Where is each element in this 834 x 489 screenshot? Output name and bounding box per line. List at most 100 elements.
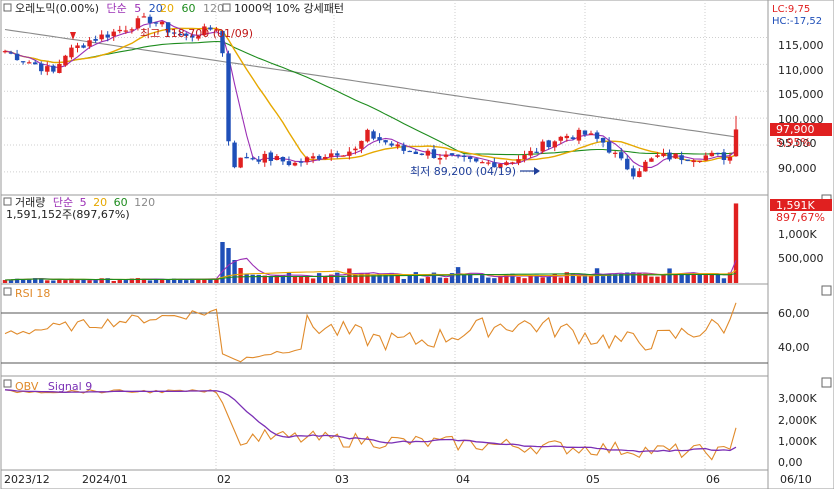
price-tick-label: 95,000 xyxy=(778,137,817,150)
volume-bar xyxy=(661,275,666,283)
candle-body xyxy=(727,156,733,161)
volume-bar xyxy=(449,273,455,283)
candle-body xyxy=(171,32,177,34)
candle-body xyxy=(81,45,86,48)
candle-body xyxy=(673,153,678,159)
candle-body xyxy=(196,36,201,39)
volume-bar xyxy=(655,276,660,283)
candle-body xyxy=(123,30,129,32)
candle-body xyxy=(129,29,135,31)
price-legend-ma60: 60 xyxy=(182,2,196,15)
rsi-panel-toggle[interactable] xyxy=(3,287,12,296)
candle-body xyxy=(425,150,431,156)
volume-bar xyxy=(437,277,443,283)
volume-bar xyxy=(467,273,473,283)
volume-bar xyxy=(498,275,503,283)
candle-body xyxy=(377,137,382,141)
obv-panel-close-button[interactable] xyxy=(821,377,832,388)
candle-body xyxy=(449,153,455,155)
volume-legend-title: 거래량 xyxy=(15,196,45,209)
candle-body xyxy=(612,152,618,154)
volume-bar xyxy=(208,278,213,283)
x-tick-label: 06/10 xyxy=(780,473,812,486)
volume-bar xyxy=(413,272,419,283)
candle-body xyxy=(588,133,594,135)
volume-bar xyxy=(679,273,684,283)
rsi-panel-close-button[interactable] xyxy=(821,285,832,296)
volume-bar xyxy=(190,278,195,283)
volume-legend-ma60: 60 xyxy=(114,196,128,209)
lc-readout: LC:9,75 xyxy=(772,4,810,15)
volume-bar xyxy=(171,278,177,283)
candle-body xyxy=(486,162,491,164)
candle-body xyxy=(69,47,74,58)
volume-bar xyxy=(14,278,20,283)
candle-body xyxy=(14,53,20,61)
candle-body xyxy=(33,62,38,65)
hc-readout: HC:-17,52 xyxy=(772,16,822,27)
candle-body xyxy=(667,152,672,160)
candle-body xyxy=(220,30,225,54)
candle-body xyxy=(280,157,286,162)
price-panel-toggle[interactable] xyxy=(3,3,12,12)
volume-bar xyxy=(697,273,702,283)
candle-body xyxy=(286,161,292,166)
volume-bar xyxy=(33,278,38,283)
price-tick-label: 115,000 xyxy=(778,39,824,52)
candle-body xyxy=(135,18,141,29)
volume-legend-ma120: 120 xyxy=(134,196,155,209)
candle-body xyxy=(232,142,237,168)
volume-bar xyxy=(637,272,642,283)
volume-moving-averages xyxy=(4,257,737,281)
price-tick-label: 100,000 xyxy=(778,113,824,126)
volume-bar xyxy=(93,280,98,283)
high-marker-arrow xyxy=(70,32,76,40)
candle-body xyxy=(111,31,116,37)
rsi-line xyxy=(4,302,737,363)
volume-bar xyxy=(2,280,8,283)
candle-body xyxy=(401,145,406,151)
volume-bar xyxy=(612,274,618,283)
volume-tick-label: 1,000K xyxy=(778,228,817,241)
volume-bar xyxy=(733,203,739,283)
candle-body xyxy=(546,140,551,148)
volume-bar xyxy=(147,280,153,283)
volume-bar xyxy=(371,274,376,283)
volume-bar xyxy=(304,276,310,283)
candle-body xyxy=(371,131,376,139)
volume-panel-toggle[interactable] xyxy=(3,197,12,206)
last-price-tag xyxy=(770,123,832,136)
volume-bar xyxy=(117,280,122,283)
volume-bar xyxy=(461,274,467,283)
price-legend-ma120: 120 xyxy=(203,2,224,15)
candle-body xyxy=(8,52,14,54)
obv-tick-label: 3,000K xyxy=(778,392,817,405)
candle-body xyxy=(250,158,255,160)
volume-bar xyxy=(377,273,382,283)
candle-body xyxy=(437,157,443,160)
candle-body xyxy=(347,151,352,156)
pattern-toggle[interactable] xyxy=(222,3,231,12)
volume-bar xyxy=(407,274,412,283)
volume-bar xyxy=(262,275,267,283)
candle-body xyxy=(341,155,346,157)
candle-body xyxy=(655,155,660,157)
candle-body xyxy=(2,51,8,53)
volume-bar xyxy=(244,274,249,283)
candlesticks xyxy=(2,12,739,180)
svg-text:OBV Signal 9: OBV Signal 9 xyxy=(15,380,92,393)
volume-legend-ma5: 5 xyxy=(80,196,87,209)
candle-body xyxy=(20,61,26,63)
candle-body xyxy=(413,151,419,155)
volume-bar xyxy=(383,273,388,283)
candle-body xyxy=(304,157,310,163)
price-tick-label: 110,000 xyxy=(778,64,824,77)
volume-bar xyxy=(177,279,183,283)
obv-panel-toggle[interactable] xyxy=(3,379,12,388)
candle-body xyxy=(262,153,267,163)
obv-lines xyxy=(4,389,737,461)
svg-text:20 60 120: 20 60 120 xyxy=(160,2,224,15)
volume-bar xyxy=(341,277,346,283)
volume-bar xyxy=(401,278,406,283)
obv-tick-label: 1,000K xyxy=(778,435,817,448)
